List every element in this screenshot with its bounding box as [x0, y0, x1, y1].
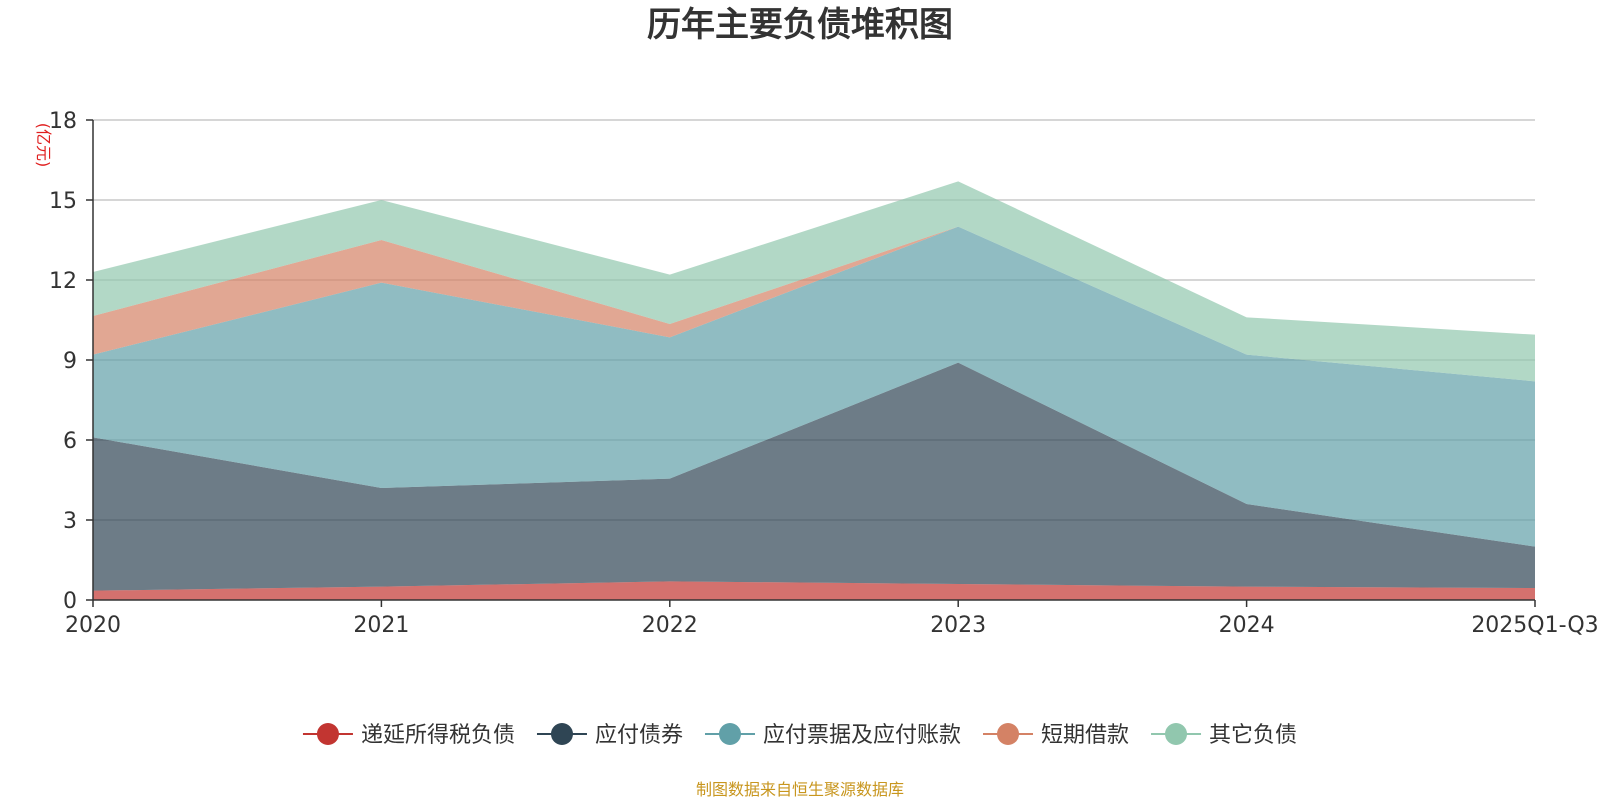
- area-series-3: [93, 226, 1535, 547]
- legend-marker-4: [997, 723, 1020, 745]
- source-note: 制图数据来自恒生聚源数据库: [696, 780, 904, 799]
- legend-marker-2: [550, 723, 573, 745]
- y-tick-label-6: 6: [63, 429, 77, 454]
- legend-item-3: 应付票据及应付账款: [704, 723, 961, 748]
- legend-label-3: 应付票据及应付账款: [763, 723, 961, 748]
- legend-marker-3: [718, 723, 741, 745]
- legend-label-4: 短期借款: [1041, 723, 1129, 748]
- legend-marker-5: [1165, 723, 1188, 745]
- legend-item-4: 短期借款: [983, 723, 1129, 748]
- y-tick-label-9: 9: [63, 349, 77, 374]
- x-tick-label-5: 2024: [1219, 613, 1275, 638]
- y-tick-label-0: 0: [63, 589, 77, 614]
- legend-label-5: 其它负债: [1209, 723, 1297, 748]
- legend-label-2: 应付债券: [595, 723, 683, 748]
- x-tick-label-2: 2021: [353, 613, 409, 638]
- legend-item-2: 应付债券: [536, 723, 683, 748]
- legend-label-1: 递延所得税负债: [361, 723, 515, 748]
- x-tick-label-3: 2022: [642, 613, 698, 638]
- y-tick-label-18: 18: [49, 109, 77, 134]
- legend-item-1: 递延所得税负债: [302, 723, 515, 748]
- chart-title: 历年主要负债堆积图: [647, 5, 953, 45]
- area-series-1: [93, 581, 1535, 600]
- legend-item-5: 其它负债: [1151, 723, 1297, 748]
- x-tick-label-6: 2025Q1-Q3: [1471, 613, 1598, 638]
- area-series-2: [93, 362, 1535, 591]
- x-tick-label-4: 2023: [930, 613, 986, 638]
- area-series-group: [93, 181, 1535, 600]
- area-series-5: [93, 181, 1535, 382]
- legend: 递延所得税负债 应付债券 应付票据及应付账款 短期借款 其它负债: [302, 723, 1297, 748]
- legend-marker-1: [316, 723, 339, 745]
- y-tick-label-15: 15: [49, 189, 77, 214]
- y-tick-label-3: 3: [63, 509, 77, 534]
- y-tick-label-12: 12: [49, 269, 77, 294]
- axes: 0 3 6 9 12 15 18 2020 2021 2022 2023 2024 2025Q1-Q3: [49, 109, 1599, 638]
- x-tick-label-1: 2020: [65, 613, 121, 638]
- y-axis-unit-label: (亿元): [34, 123, 53, 168]
- area-series-4: [93, 226, 1535, 382]
